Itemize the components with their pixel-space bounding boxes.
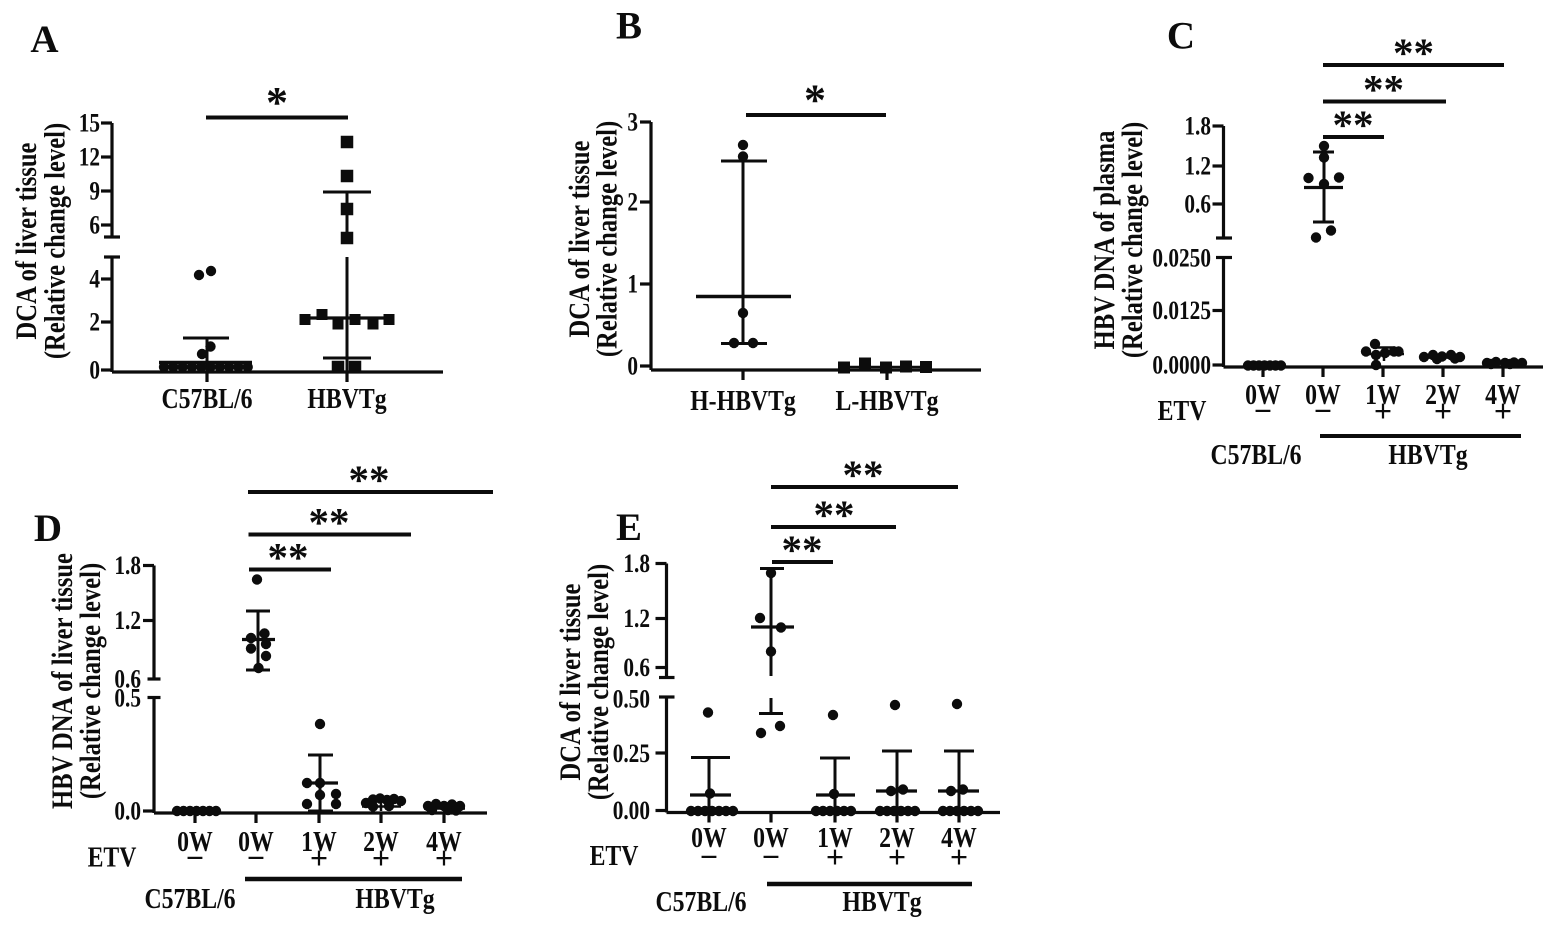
svg-text:DCA of liver tissue: DCA of liver tissue bbox=[554, 584, 587, 781]
svg-text:+: + bbox=[826, 839, 844, 875]
svg-text:C57BL/6: C57BL/6 bbox=[144, 882, 235, 915]
svg-text:0.6: 0.6 bbox=[114, 666, 141, 694]
svg-text:C57BL/6: C57BL/6 bbox=[161, 382, 252, 415]
svg-text:0.6: 0.6 bbox=[1184, 191, 1211, 219]
svg-text:HBVTg: HBVTg bbox=[355, 882, 434, 915]
svg-text:**: ** bbox=[843, 451, 884, 497]
svg-text:−: − bbox=[1314, 393, 1332, 429]
svg-text:1.2: 1.2 bbox=[114, 607, 141, 635]
svg-text:1.2: 1.2 bbox=[1184, 153, 1211, 181]
svg-text:ETV: ETV bbox=[88, 840, 137, 873]
svg-text:4W: 4W bbox=[941, 821, 977, 854]
svg-text:0W: 0W bbox=[691, 821, 727, 854]
svg-text:12: 12 bbox=[79, 144, 100, 172]
svg-text:*: * bbox=[266, 78, 288, 127]
svg-text:0.0: 0.0 bbox=[114, 798, 141, 826]
svg-text:E: E bbox=[616, 506, 642, 549]
svg-text:+: + bbox=[1434, 393, 1452, 429]
svg-text:2W: 2W bbox=[363, 825, 399, 858]
svg-text:ETV: ETV bbox=[1158, 394, 1207, 427]
svg-text:(Relative change level): (Relative change level) bbox=[590, 121, 623, 357]
svg-text:ETV: ETV bbox=[590, 839, 639, 872]
svg-text:0W: 0W bbox=[753, 821, 789, 854]
svg-text:1.8: 1.8 bbox=[1184, 113, 1211, 141]
svg-text:+: + bbox=[1374, 393, 1392, 429]
svg-text:−: − bbox=[700, 839, 718, 875]
svg-text:(Relative change level): (Relative change level) bbox=[74, 563, 107, 799]
svg-text:4W: 4W bbox=[1485, 378, 1521, 411]
svg-text:(Relative change level): (Relative change level) bbox=[1116, 122, 1149, 358]
svg-text:**: ** bbox=[814, 491, 855, 537]
svg-text:+: + bbox=[372, 840, 390, 876]
svg-text:C: C bbox=[1167, 15, 1195, 58]
svg-text:1.8: 1.8 bbox=[623, 550, 650, 578]
svg-text:+: + bbox=[950, 839, 968, 875]
svg-text:C57BL/6: C57BL/6 bbox=[1210, 438, 1301, 471]
svg-text:0: 0 bbox=[89, 357, 100, 385]
svg-text:0.5: 0.5 bbox=[114, 685, 141, 713]
svg-text:0.0125: 0.0125 bbox=[1152, 297, 1211, 325]
svg-text:**: ** bbox=[309, 499, 350, 545]
svg-text:C57BL/6: C57BL/6 bbox=[655, 885, 746, 918]
svg-text:0W: 0W bbox=[1245, 378, 1281, 411]
svg-text:HBVTg: HBVTg bbox=[1388, 438, 1467, 471]
svg-text:0.6: 0.6 bbox=[623, 654, 650, 682]
svg-text:**: ** bbox=[1333, 101, 1374, 147]
svg-text:**: ** bbox=[349, 456, 390, 502]
svg-text:1: 1 bbox=[627, 271, 638, 299]
svg-text:−: − bbox=[186, 840, 204, 876]
svg-text:**: ** bbox=[1363, 66, 1404, 112]
svg-text:1W: 1W bbox=[1365, 378, 1401, 411]
svg-text:**: ** bbox=[1393, 29, 1434, 75]
svg-text:**: ** bbox=[782, 526, 823, 572]
svg-text:0.0250: 0.0250 bbox=[1152, 245, 1211, 273]
svg-text:9: 9 bbox=[89, 178, 100, 206]
svg-text:15: 15 bbox=[79, 110, 100, 138]
svg-text:2: 2 bbox=[89, 309, 100, 337]
svg-text:1.8: 1.8 bbox=[114, 552, 141, 580]
svg-text:+: + bbox=[435, 840, 453, 876]
svg-text:**: ** bbox=[268, 534, 309, 580]
svg-text:+: + bbox=[1494, 393, 1512, 429]
svg-text:HBV DNA of plasma: HBV DNA of plasma bbox=[1088, 130, 1121, 349]
svg-text:B: B bbox=[616, 5, 642, 48]
svg-text:−: − bbox=[762, 839, 780, 875]
svg-text:L-HBVTg: L-HBVTg bbox=[836, 384, 939, 417]
svg-text:0.50: 0.50 bbox=[613, 686, 650, 714]
svg-text:0W: 0W bbox=[238, 825, 274, 858]
svg-text:0.0000: 0.0000 bbox=[1152, 352, 1211, 380]
svg-text:1W: 1W bbox=[817, 821, 853, 854]
svg-text:D: D bbox=[34, 507, 62, 550]
svg-text:2: 2 bbox=[627, 189, 638, 217]
svg-text:DCA of liver tissue: DCA of liver tissue bbox=[563, 141, 596, 338]
svg-text:0.25: 0.25 bbox=[613, 740, 650, 768]
svg-text:2W: 2W bbox=[1425, 378, 1461, 411]
svg-text:0: 0 bbox=[627, 353, 638, 381]
svg-text:(Relative change level): (Relative change level) bbox=[38, 123, 71, 359]
svg-text:1W: 1W bbox=[301, 825, 337, 858]
svg-text:3: 3 bbox=[627, 109, 638, 137]
svg-text:HBV DNA of liver tissue: HBV DNA of liver tissue bbox=[46, 553, 79, 809]
svg-text:HBVTg: HBVTg bbox=[307, 382, 386, 415]
svg-text:H-HBVTg: H-HBVTg bbox=[690, 384, 796, 417]
svg-text:DCA of liver tissue: DCA of liver tissue bbox=[10, 143, 43, 340]
svg-text:0.00: 0.00 bbox=[613, 797, 650, 825]
svg-text:HBVTg: HBVTg bbox=[842, 885, 921, 918]
svg-text:+: + bbox=[310, 840, 328, 876]
svg-text:A: A bbox=[30, 18, 58, 61]
svg-text:2W: 2W bbox=[879, 821, 915, 854]
svg-text:6: 6 bbox=[89, 212, 100, 240]
svg-text:(Relative change level): (Relative change level) bbox=[582, 564, 615, 800]
svg-text:−: − bbox=[247, 840, 265, 876]
svg-text:4W: 4W bbox=[426, 825, 462, 858]
svg-text:0W: 0W bbox=[177, 825, 213, 858]
svg-text:4: 4 bbox=[89, 266, 100, 294]
svg-text:+: + bbox=[888, 839, 906, 875]
svg-text:1.2: 1.2 bbox=[623, 605, 650, 633]
svg-text:−: − bbox=[1254, 393, 1272, 429]
svg-text:0W: 0W bbox=[1305, 378, 1341, 411]
svg-text:*: * bbox=[804, 76, 826, 125]
